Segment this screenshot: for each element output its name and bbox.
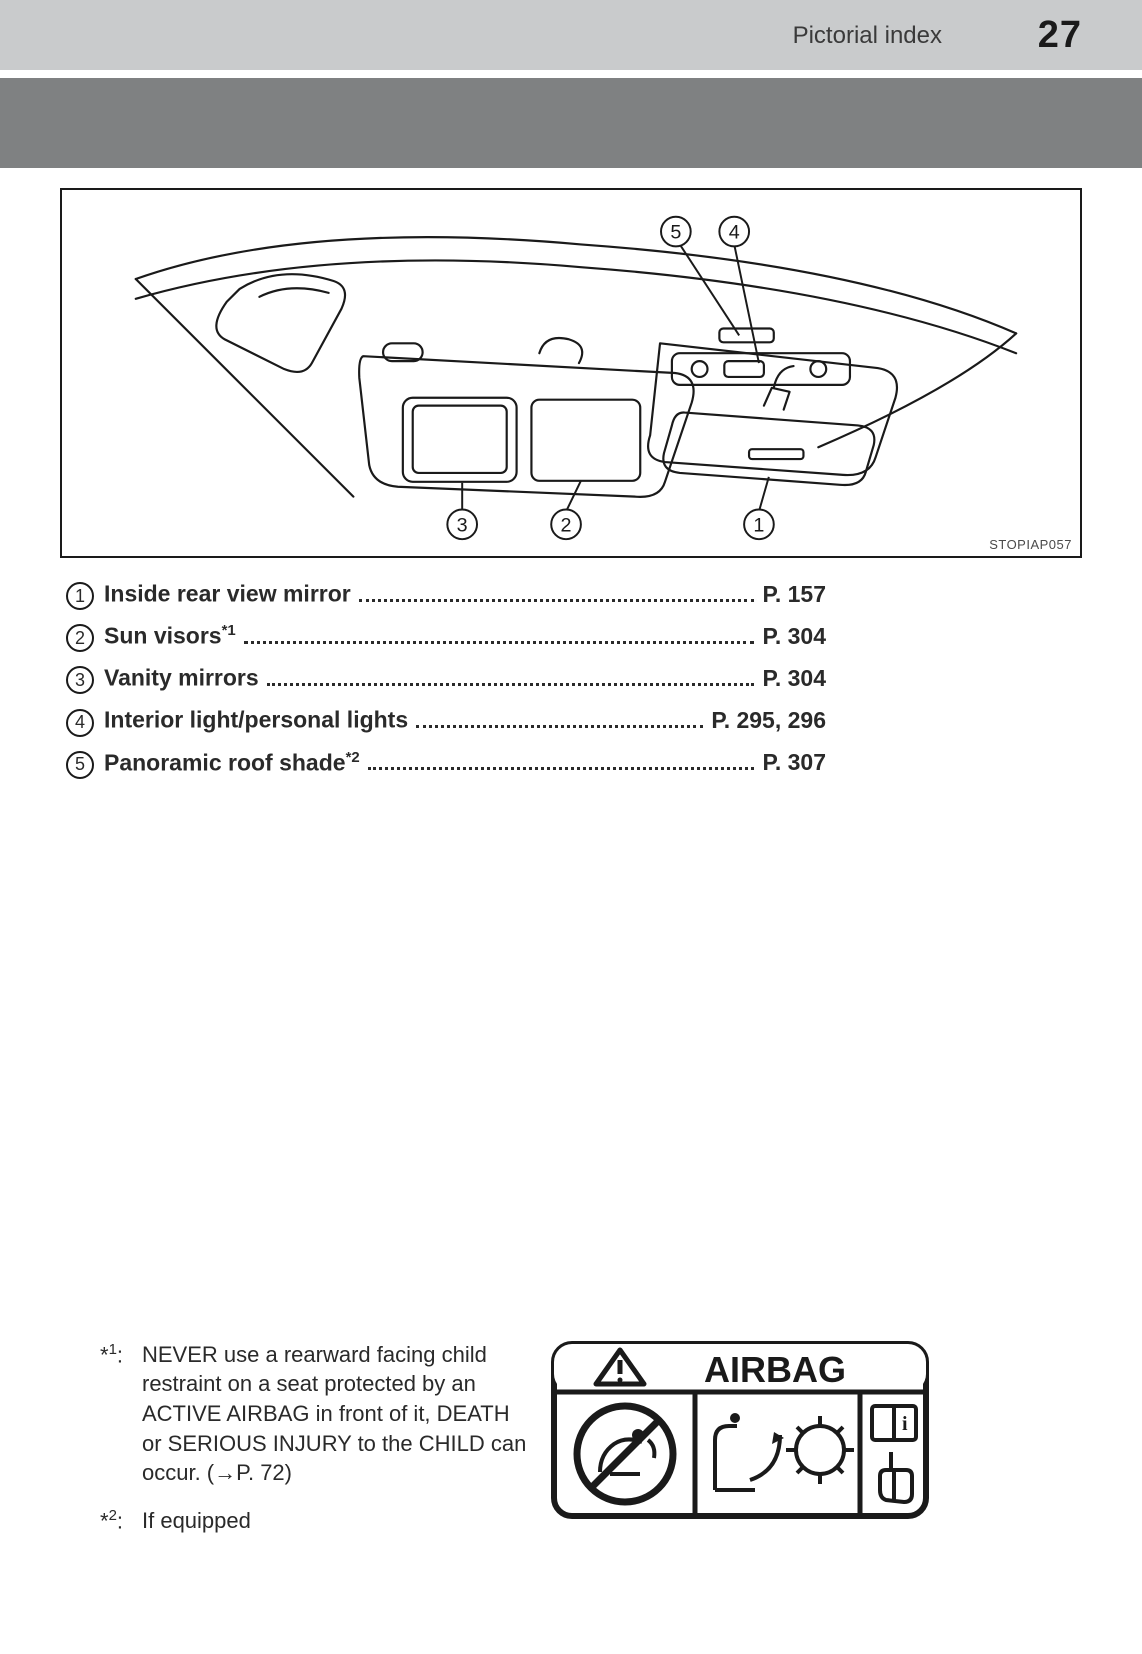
index-label: Vanity mirrors (104, 664, 259, 692)
footnote-text: NEVER use a rearward facing child restra… (142, 1340, 530, 1488)
overhead-console-figure: 5 4 3 2 1 (60, 188, 1082, 558)
footnote: *2: If equipped (100, 1506, 530, 1536)
leader-dots (359, 599, 755, 602)
leader-dots (416, 725, 703, 728)
circled-number: 2 (66, 624, 94, 652)
callout-index-list: 1 Inside rear view mirror P. 157 2 Sun v… (60, 580, 1082, 779)
footnote-text: If equipped (142, 1506, 530, 1536)
index-label: Inside rear view mirror (104, 580, 351, 608)
footnote: *1: NEVER use a rearward facing child re… (100, 1340, 530, 1488)
svg-text:2: 2 (561, 514, 572, 536)
svg-text:4: 4 (729, 221, 740, 243)
page-header: Pictorial index 27 (0, 0, 1142, 70)
grey-banner (0, 78, 1142, 168)
circled-number: 3 (66, 666, 94, 694)
footnote-mark: *2: (100, 1506, 142, 1536)
index-row: 3 Vanity mirrors P. 304 (66, 664, 826, 694)
page-ref: P. 304 (762, 665, 826, 692)
leader-dots (244, 641, 755, 644)
airbag-warning-label: AIRBAG (550, 1340, 930, 1525)
page-ref: P. 307 (762, 749, 826, 776)
car-interior-drawing: 5 4 3 2 1 (62, 190, 1080, 556)
airbag-title-text: AIRBAG (704, 1349, 846, 1390)
svg-text:5: 5 (670, 221, 681, 243)
index-row: 4 Interior light/personal lights P. 295,… (66, 706, 826, 736)
leader-dots (368, 767, 755, 770)
page-ref: P. 157 (762, 581, 826, 608)
page-ref: P. 304 (762, 623, 826, 650)
circled-number: 5 (66, 751, 94, 779)
page-number: 27 (1038, 14, 1082, 57)
index-row: 1 Inside rear view mirror P. 157 (66, 580, 826, 610)
circled-number: 1 (66, 582, 94, 610)
page-content: 5 4 3 2 1 (0, 188, 1142, 779)
leader-dots (267, 683, 755, 686)
svg-text:3: 3 (457, 514, 468, 536)
airbag-warning-icon: AIRBAG (550, 1340, 930, 1520)
footnotes: *1: NEVER use a rearward facing child re… (100, 1340, 1040, 1554)
page-ref: P. 295, 296 (711, 707, 826, 734)
index-row: 5 Panoramic roof shade*2 P. 307 (66, 749, 826, 779)
svg-text:i: i (902, 1413, 908, 1435)
manual-page: Pictorial index 27 (0, 0, 1142, 1654)
footnote-mark: *1: (100, 1340, 142, 1370)
section-title: Pictorial index (793, 22, 942, 50)
svg-text:1: 1 (753, 514, 764, 536)
index-label: Panoramic roof shade*2 (104, 749, 360, 777)
footnote-text-column: *1: NEVER use a rearward facing child re… (100, 1340, 530, 1554)
figure-code: STOPIAP057 (989, 537, 1072, 552)
circled-number: 4 (66, 709, 94, 737)
index-row: 2 Sun visors*1 P. 304 (66, 622, 826, 652)
index-label: Interior light/personal lights (104, 706, 408, 734)
index-label: Sun visors*1 (104, 622, 236, 650)
